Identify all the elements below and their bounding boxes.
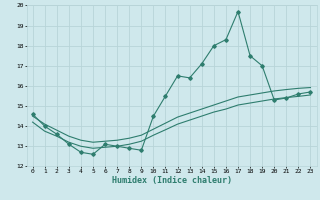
X-axis label: Humidex (Indice chaleur): Humidex (Indice chaleur) <box>112 176 232 185</box>
